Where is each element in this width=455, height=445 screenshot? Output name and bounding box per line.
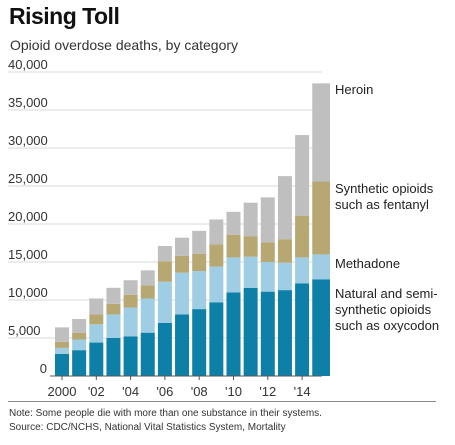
bar-segment <box>123 336 138 376</box>
bar-segment <box>192 230 207 254</box>
bar-segment <box>123 294 138 308</box>
bar-segment <box>260 242 275 262</box>
bar-segment <box>140 298 155 333</box>
bar-segment <box>106 287 121 304</box>
bar-segment <box>209 302 224 376</box>
bar-segment <box>157 281 172 323</box>
bar-segment <box>260 291 275 376</box>
y-tick-label: 5,000 <box>8 323 41 338</box>
legend-label: such as oxycodon <box>335 318 439 333</box>
bar-segment <box>72 339 87 351</box>
bar-segment <box>175 272 190 315</box>
chart-title: Rising Toll <box>9 3 120 29</box>
bar-segment <box>175 314 190 376</box>
bar-segment <box>192 309 207 376</box>
bar-segment <box>89 324 104 343</box>
y-tick-label: 0 <box>40 361 47 376</box>
bar-segment <box>140 285 155 299</box>
bar-segment <box>55 341 69 348</box>
legend-swatch <box>322 279 330 376</box>
bar-segment <box>295 215 310 258</box>
bar-segment <box>260 197 275 243</box>
bar-segment <box>226 234 241 258</box>
x-tick-label: '04 <box>122 384 139 399</box>
bar-segment <box>209 219 224 245</box>
y-tick-label: 30,000 <box>8 133 48 148</box>
bar-segment <box>89 342 104 376</box>
bar-segment <box>140 270 155 286</box>
bar-segment <box>157 261 172 282</box>
x-tick-label: '02 <box>88 384 105 399</box>
bar-segment <box>106 314 121 338</box>
bar-segment <box>295 257 310 284</box>
bar-segment <box>277 290 292 376</box>
footnote: Note: Some people die with more than one… <box>9 408 322 419</box>
legend-label: such as fentanyl <box>335 197 429 212</box>
bar-segment <box>89 298 104 315</box>
bar-segment <box>243 236 258 257</box>
bar-segment <box>192 271 207 310</box>
bar-segment <box>226 292 241 376</box>
bar-segment <box>277 176 292 240</box>
x-tick-label: '14 <box>294 384 311 399</box>
chart-subtitle: Opioid overdose deaths, by category <box>10 37 239 53</box>
bar-segment <box>295 283 310 376</box>
legend-label: Methadone <box>335 256 400 271</box>
bar-segment <box>157 246 172 262</box>
x-tick-label: '10 <box>225 384 242 399</box>
source-line: Source: CDC/NCHS, National Vital Statist… <box>9 422 286 433</box>
y-tick-label: 25,000 <box>8 171 48 186</box>
bar-segment <box>243 287 258 376</box>
legend-swatch <box>322 254 330 280</box>
y-tick-label: 10,000 <box>8 285 48 300</box>
legend-swatch <box>322 83 330 182</box>
x-tick-label: '06 <box>156 384 173 399</box>
bar-segment <box>157 322 172 376</box>
bar-segment <box>209 244 224 267</box>
bar-segment <box>140 332 155 376</box>
bar-segment <box>209 266 224 303</box>
bar-segment <box>123 280 138 295</box>
bar-segment <box>55 353 69 376</box>
bar-segment <box>89 314 104 325</box>
bar-segment <box>260 262 275 292</box>
bar-segment <box>277 239 292 263</box>
bar-segment <box>175 237 190 256</box>
bar-segment <box>106 338 121 376</box>
bar-segment <box>175 255 190 273</box>
bar-segment <box>72 332 87 340</box>
legend-label: Natural and semi- <box>335 286 438 301</box>
y-tick-label: 20,000 <box>8 209 48 224</box>
bar-segment <box>55 347 69 354</box>
legend-label: Heroin <box>335 82 373 97</box>
bar-segment <box>72 350 87 376</box>
bar-segment <box>72 319 87 333</box>
y-tick-label: 35,000 <box>8 95 48 110</box>
bar-segment <box>295 135 310 216</box>
bar-segment <box>226 257 241 293</box>
bar-segment <box>277 262 292 291</box>
bar-segment <box>243 256 258 288</box>
legend-swatch <box>322 181 330 255</box>
bar-segment <box>106 303 121 315</box>
bar-segment <box>192 253 207 272</box>
bar-segment <box>226 211 241 235</box>
bar-segment <box>123 307 138 337</box>
x-tick-label: '12 <box>259 384 276 399</box>
legend-label: synthetic opioids <box>335 302 432 317</box>
y-tick-label: 40,000 <box>8 57 48 72</box>
y-tick-label: 15,000 <box>8 247 48 262</box>
x-tick-label: '08 <box>191 384 208 399</box>
bar-segment <box>243 202 258 237</box>
x-tick-label: 2000 <box>48 384 77 399</box>
bar-segment <box>55 327 69 342</box>
footer-divider <box>8 401 436 402</box>
legend-label: Synthetic opioids <box>335 181 434 196</box>
